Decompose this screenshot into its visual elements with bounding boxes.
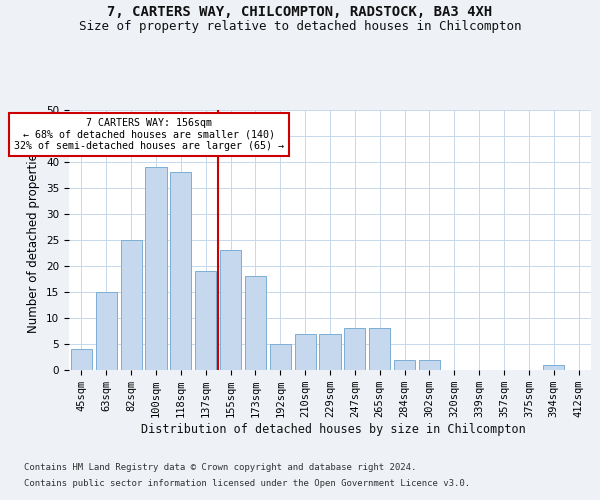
Text: 7, CARTERS WAY, CHILCOMPTON, RADSTOCK, BA3 4XH: 7, CARTERS WAY, CHILCOMPTON, RADSTOCK, B… <box>107 5 493 19</box>
Bar <box>369 328 390 370</box>
Bar <box>319 334 341 370</box>
Bar <box>270 344 291 370</box>
Bar <box>145 167 167 370</box>
Text: Distribution of detached houses by size in Chilcompton: Distribution of detached houses by size … <box>140 422 526 436</box>
Text: Contains HM Land Registry data © Crown copyright and database right 2024.: Contains HM Land Registry data © Crown c… <box>24 462 416 471</box>
Text: 7 CARTERS WAY: 156sqm
← 68% of detached houses are smaller (140)
32% of semi-det: 7 CARTERS WAY: 156sqm ← 68% of detached … <box>14 118 284 151</box>
Bar <box>220 250 241 370</box>
Bar <box>419 360 440 370</box>
Bar <box>195 271 216 370</box>
Bar <box>394 360 415 370</box>
Bar <box>295 334 316 370</box>
Bar <box>170 172 191 370</box>
Bar <box>71 349 92 370</box>
Text: Contains public sector information licensed under the Open Government Licence v3: Contains public sector information licen… <box>24 479 470 488</box>
Bar <box>245 276 266 370</box>
Bar <box>543 365 564 370</box>
Text: Size of property relative to detached houses in Chilcompton: Size of property relative to detached ho… <box>79 20 521 33</box>
Y-axis label: Number of detached properties: Number of detached properties <box>28 147 40 333</box>
Bar <box>121 240 142 370</box>
Bar <box>344 328 365 370</box>
Bar <box>96 292 117 370</box>
